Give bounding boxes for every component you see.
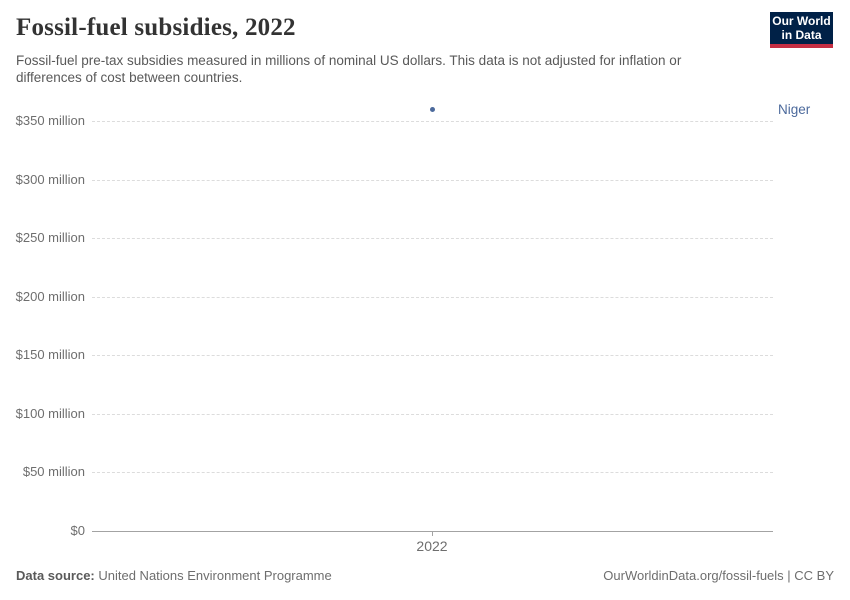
x-axis-tick [432,532,433,536]
y-gridline [92,413,773,415]
x-axis-tick-label: 2022 [416,538,448,554]
y-axis-tick-label: $100 million [15,405,85,421]
y-axis-tick-label: $200 million [15,288,85,304]
y-gridline [92,179,773,181]
chart-footer: Data source: United Nations Environment … [16,568,834,583]
y-gridline [92,238,773,240]
y-gridline [92,121,773,122]
entity-label-niger[interactable]: Niger [778,102,811,118]
data-source-label: Data source: [16,568,95,583]
y-axis-tick-label: $150 million [15,347,85,363]
data-point-niger[interactable] [429,106,435,112]
chart-subtitle: Fossil-fuel pre-tax subsidies measured i… [16,53,682,85]
data-source: Data source: United Nations Environment … [16,568,332,583]
owid-logo-line2: in Data [781,28,822,42]
y-axis-tick-label: $0 [70,523,85,538]
data-source-value: United Nations Environment Programme [94,568,332,583]
y-axis-tick-label: $50 million [22,464,85,480]
x-axis-line [92,531,773,532]
y-gridline [92,472,773,474]
y-axis-tick-label: $250 million [15,230,85,246]
owid-logo-line1: Our World [772,14,831,28]
y-axis-tick-label: $350 million [15,113,85,128]
chart-title: Fossil-fuel subsidies, 2022 [16,14,296,41]
owid-logo[interactable]: Our World in Data [770,12,833,48]
y-axis-tick-label: $300 million [15,171,85,187]
y-gridline [92,355,773,357]
citation-link[interactable]: OurWorldinData.org/fossil-fuels | CC BY [603,568,834,583]
y-gridline [92,296,773,298]
